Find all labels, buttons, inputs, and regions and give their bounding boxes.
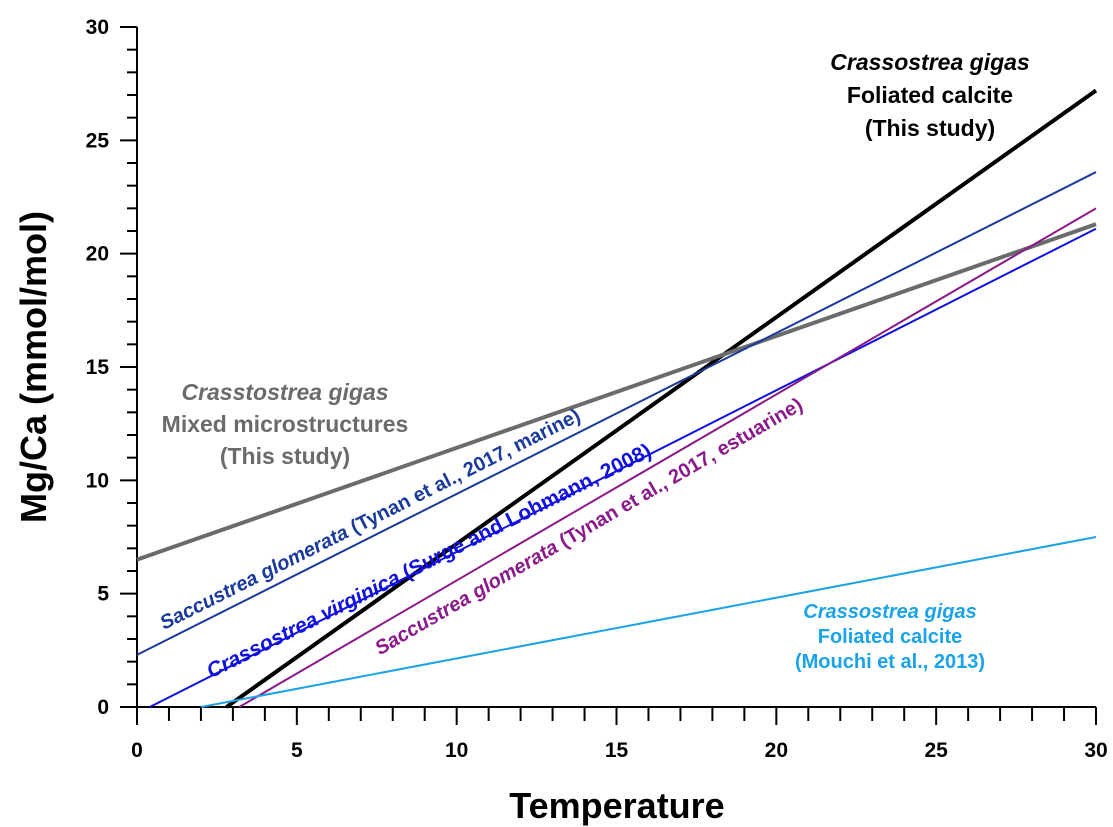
x-tick-label: 30 [1084, 739, 1107, 762]
x-tick-label: 10 [445, 739, 468, 762]
annotation: Saccustrea glomerata (Tynan et al., 2017… [371, 394, 806, 660]
y-tick-label: 30 [86, 16, 109, 39]
annotation-part: (This study) [220, 443, 350, 469]
y-tick-label: 15 [86, 356, 110, 379]
y-tick-label: 20 [86, 243, 109, 266]
series-line [238, 207, 1097, 708]
y-tick-label: 5 [97, 583, 109, 606]
x-axis-label: Temperature [509, 785, 724, 826]
x-tick-label: 15 [605, 739, 629, 762]
annotation-part: Foliated calcite [818, 626, 963, 648]
y-tick-label: 0 [97, 696, 109, 719]
annotation-part: Crassostrea gigas [803, 601, 976, 623]
series-line [136, 171, 1097, 656]
annotation-part: (Mouchi et al., 2013) [795, 651, 985, 673]
annotation-part: Mixed microstructures [162, 411, 409, 437]
annotation: Crassostrea gigas [830, 49, 1029, 75]
annotation-part: (This study) [865, 115, 995, 141]
y-tick-label: 10 [86, 469, 109, 492]
annotation: Mixed microstructures [162, 411, 409, 437]
annotation: (Mouchi et al., 2013) [795, 651, 985, 673]
series-line [149, 227, 1097, 708]
x-tick-label: 0 [131, 739, 143, 762]
x-tick-label: 20 [765, 739, 788, 762]
annotation: Crasstostrea gigas [181, 379, 388, 405]
annotation-part: Crasstostrea gigas [181, 379, 388, 405]
x-tick-label: 5 [291, 739, 303, 762]
series-line [200, 536, 1097, 708]
annotation: (This study) [865, 115, 995, 141]
series-line [136, 222, 1097, 562]
y-axis-label: Mg/Ca (mmol/mol) [13, 211, 54, 523]
y-tick-label: 25 [86, 129, 110, 152]
annotation: Foliated calcite [847, 82, 1013, 108]
annotation: Foliated calcite [818, 626, 963, 648]
series-line [225, 88, 1098, 709]
annotation: Crassostrea gigas [803, 601, 976, 623]
annotation: (This study) [220, 443, 350, 469]
annotation-part: Foliated calcite [847, 82, 1013, 108]
annotation-part: Crassostrea gigas [830, 49, 1029, 75]
x-tick-label: 25 [924, 739, 948, 762]
